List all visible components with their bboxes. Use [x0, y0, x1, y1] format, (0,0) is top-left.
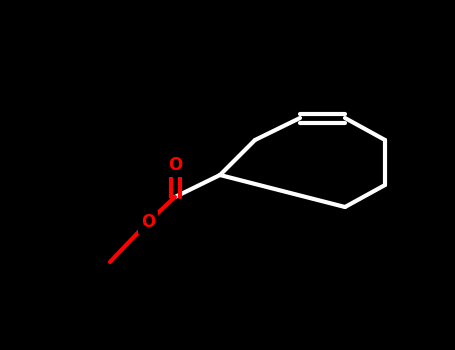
- Text: O: O: [141, 213, 155, 231]
- Text: O: O: [168, 156, 182, 174]
